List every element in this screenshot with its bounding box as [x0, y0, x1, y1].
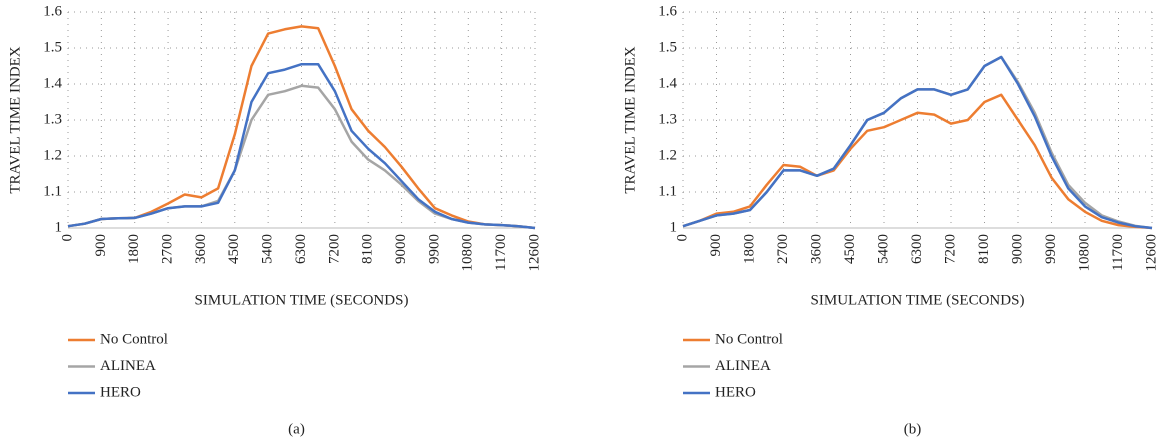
series-line: [67, 25, 536, 230]
x-tick-label: 4500: [842, 234, 858, 264]
legend-label: No Control: [715, 331, 783, 347]
y-tick-label: 1.6: [43, 3, 62, 19]
y-tick-label: 1.6: [658, 3, 677, 19]
x-tick-label: 12600: [526, 234, 542, 272]
x-tick-label: 11700: [493, 234, 509, 271]
x-tick-label: 0: [674, 234, 690, 242]
legend-label: ALINEA: [100, 358, 156, 374]
y-tick-label: 1.1: [658, 183, 677, 199]
series-line: [682, 55, 1153, 230]
x-tick-label: 3600: [808, 234, 824, 264]
x-tick-label: 900: [93, 234, 109, 257]
x-tick-label: 5400: [875, 234, 891, 264]
x-tick-label: 7200: [942, 234, 958, 264]
x-tick-label: 10800: [460, 234, 476, 272]
x-tick-label: 9900: [426, 234, 442, 264]
x-tick-label: 10800: [1076, 234, 1092, 272]
x-tick-label: 9900: [1043, 234, 1059, 264]
y-tick-label: 1: [670, 219, 678, 235]
legend-label: ALINEA: [715, 358, 771, 374]
legend-label: No Control: [100, 331, 168, 347]
y-tick-label: 1.5: [43, 39, 62, 55]
series-line: [682, 93, 1153, 230]
y-tick-label: 1.3: [658, 111, 677, 127]
y-tick-label: 1.4: [658, 75, 677, 91]
legend-label: HERO: [100, 384, 141, 400]
x-tick-label: 6300: [293, 234, 309, 264]
x-tick-label: 8100: [360, 234, 376, 264]
legend-label: HERO: [715, 384, 756, 400]
y-tick-label: 1.3: [43, 111, 62, 127]
y-tick-label: 1.5: [658, 39, 677, 55]
x-tick-label: 11700: [1110, 234, 1126, 271]
x-tick-label: 1800: [741, 234, 757, 264]
x-tick-label: 8100: [976, 234, 992, 264]
y-tick-label: 1.2: [43, 147, 62, 163]
series-line: [67, 62, 536, 230]
x-tick-label: 9000: [393, 234, 409, 264]
x-tick-label: 5400: [260, 234, 276, 264]
y-tick-label: 1.4: [43, 75, 62, 91]
x-tick-label: 2700: [775, 234, 791, 264]
x-tick-label: 2700: [160, 234, 176, 264]
x-tick-label: 900: [708, 234, 724, 257]
y-axis-title: TRAVEL TIME INDEX: [622, 46, 638, 193]
x-axis-title: SIMULATION TIME (SECONDS): [811, 292, 1025, 308]
x-tick-label: 6300: [909, 234, 925, 264]
x-tick-label: 3600: [193, 234, 209, 264]
x-tick-label: 4500: [226, 234, 242, 264]
y-axis-title: TRAVEL TIME INDEX: [7, 46, 23, 193]
caption: (b): [904, 421, 922, 437]
x-tick-label: 9000: [1009, 234, 1025, 264]
y-tick-label: 1.1: [43, 183, 62, 199]
x-tick-label: 7200: [326, 234, 342, 264]
x-tick-label: 12600: [1143, 234, 1159, 272]
y-tick-label: 1: [55, 219, 63, 235]
x-axis-title: SIMULATION TIME (SECONDS): [195, 292, 409, 308]
x-tick-label: 1800: [126, 234, 142, 264]
y-tick-label: 1.2: [658, 147, 677, 163]
caption: (a): [288, 421, 305, 437]
x-tick-label: 0: [59, 234, 75, 242]
